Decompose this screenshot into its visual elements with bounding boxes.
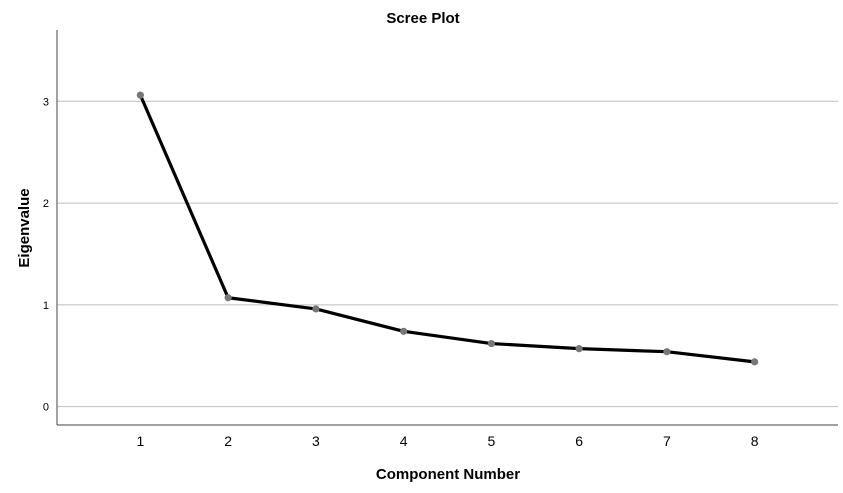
x-tick-label-2: 2 xyxy=(224,433,232,449)
grid-lines xyxy=(57,100,838,408)
y-tick-label-0: 0 xyxy=(43,402,49,414)
x-tick-label-6: 6 xyxy=(575,433,583,449)
data-point-component-8 xyxy=(751,358,759,366)
data-point-markers xyxy=(136,91,759,366)
y-tick-labels: 0 1 2 3 xyxy=(43,96,49,413)
data-point-component-2 xyxy=(224,294,232,302)
x-tick-label-1: 1 xyxy=(136,433,144,449)
y-axis-label: Eigenvalue xyxy=(16,188,33,267)
x-tick-label-7: 7 xyxy=(663,433,671,449)
y-tick-label-3: 3 xyxy=(43,96,49,108)
x-tick-label-4: 4 xyxy=(400,433,408,449)
chart-title: Scree Plot xyxy=(386,10,459,27)
x-tick-label-8: 8 xyxy=(751,433,759,449)
series-line-group xyxy=(138,93,757,364)
x-axis-label: Component Number xyxy=(376,466,520,483)
axes xyxy=(56,30,838,426)
data-point-component-3 xyxy=(312,305,320,313)
y-tick-label-1: 1 xyxy=(43,300,49,312)
data-point-component-4 xyxy=(400,327,408,335)
x-tick-label-3: 3 xyxy=(312,433,320,449)
data-point-component-6 xyxy=(575,345,583,353)
data-point-component-1 xyxy=(136,91,144,99)
x-tick-labels: 1 2 3 4 5 6 7 8 xyxy=(136,433,758,449)
y-tick-label-2: 2 xyxy=(43,198,49,210)
x-tick-label-5: 5 xyxy=(487,433,495,449)
eigenvalue-series-line xyxy=(138,93,757,364)
data-point-component-5 xyxy=(487,339,495,348)
data-point-component-7 xyxy=(663,348,671,356)
